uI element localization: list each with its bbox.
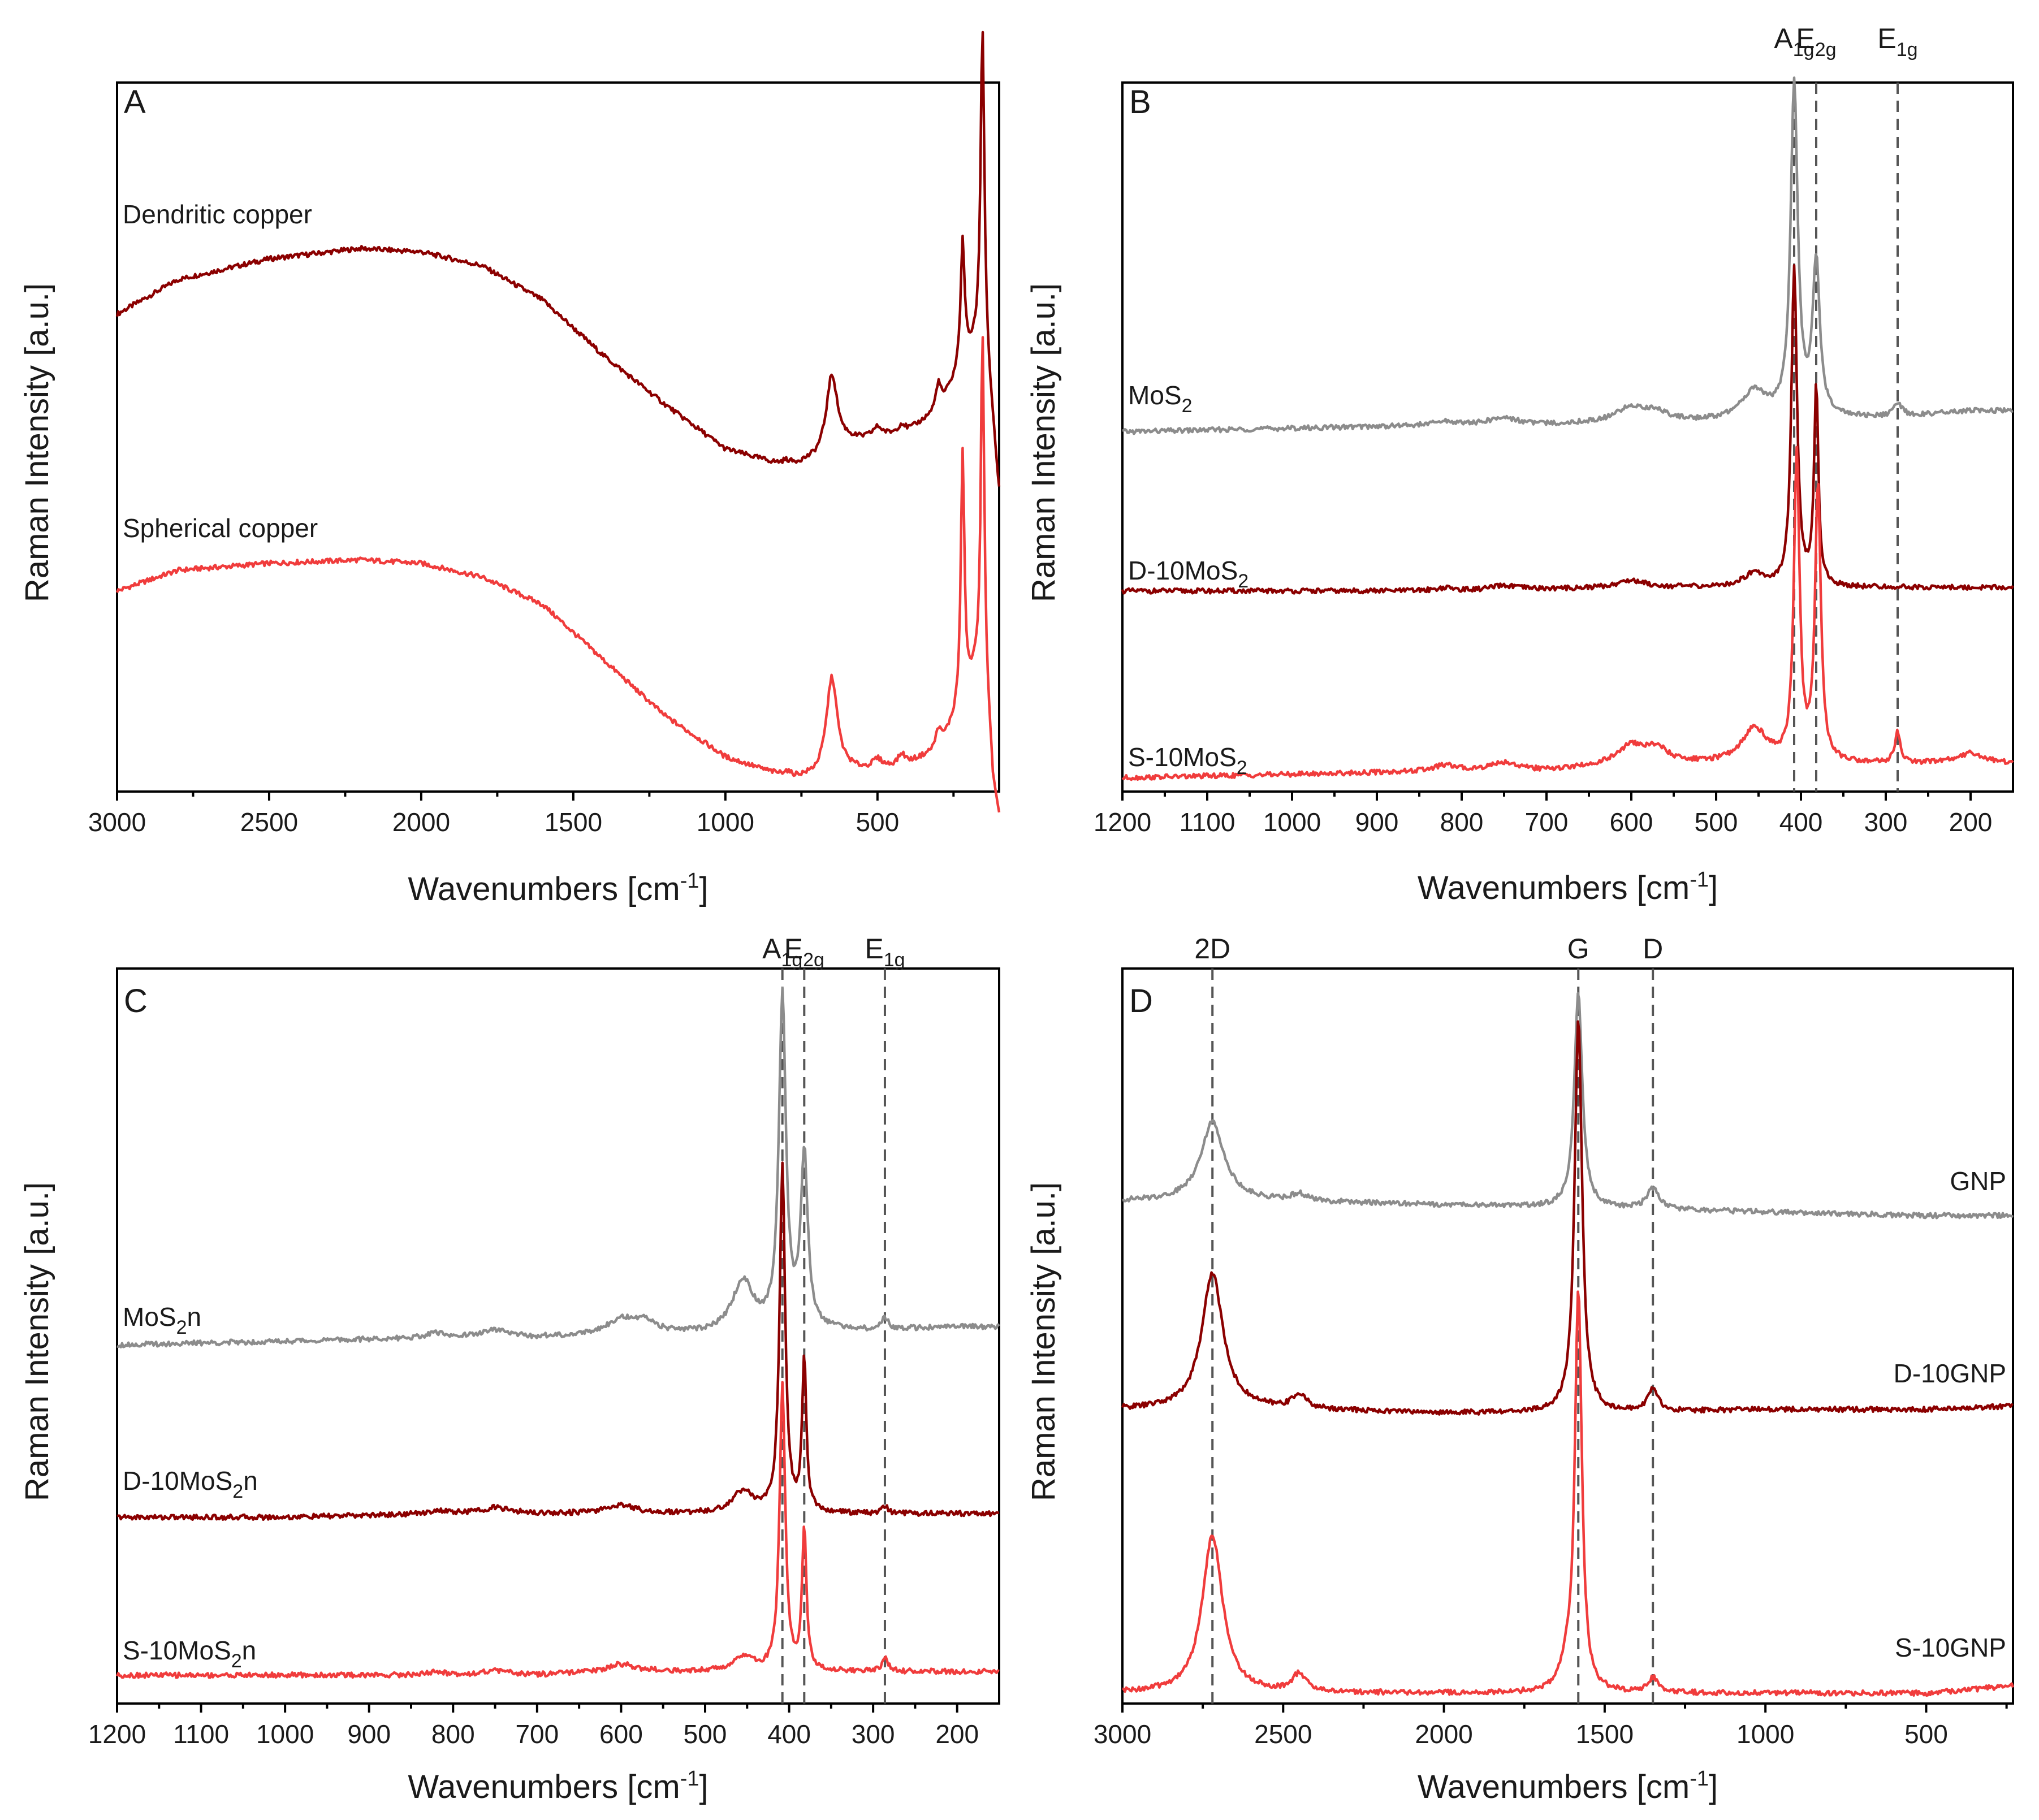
x-tick-label: 1000 — [256, 1719, 314, 1749]
x-axis-title: Wavenumbers [cm-1] — [408, 1767, 708, 1805]
x-tick-label: 800 — [431, 1719, 475, 1749]
series-label: D-10MoS2 — [1128, 556, 1249, 592]
spectrum-s-10gnp — [1122, 1290, 2015, 1697]
panel-c: 1200 1100 1000 900 800 700 600 500 400 300 200 Wave… — [19, 933, 1000, 1805]
x-tick-label: 2000 — [392, 807, 450, 837]
x-tick-label: 3000 — [1094, 1719, 1151, 1749]
spectrum-gnp — [1122, 992, 2014, 1220]
x-tick-label: 2500 — [240, 807, 298, 837]
x-tick-label: 800 — [1440, 807, 1484, 837]
x-tick-label: 300 — [852, 1719, 895, 1749]
peak-label: A1g — [762, 933, 802, 971]
peak-label: E1g — [865, 933, 905, 971]
series-label: D-10MoS2n — [123, 1466, 258, 1502]
x-tick-label: 400 — [1779, 807, 1823, 837]
panel-letter: A — [124, 84, 146, 120]
x-tick-label: 700 — [1525, 807, 1569, 837]
x-tick-label: 500 — [684, 1719, 727, 1749]
series-label: Spherical copper — [123, 513, 318, 543]
series-label: MoS2n — [123, 1302, 201, 1338]
peak-label: D — [1643, 933, 1663, 965]
x-tick-label: 500 — [856, 807, 899, 837]
plot-frame — [116, 967, 1000, 1705]
x-tick-label: 900 — [347, 1719, 391, 1749]
x-tick-label: 200 — [1949, 807, 1993, 837]
x-tick-label: 1000 — [1736, 1719, 1794, 1749]
peak-label: E1g — [1877, 23, 1917, 60]
peak-label: 2D — [1194, 933, 1230, 965]
x-tick-label: 600 — [599, 1719, 643, 1749]
spectrum-mos2 — [1122, 76, 2014, 435]
spectrum-d-10gnp — [1121, 1020, 2014, 1416]
panel-letter: C — [124, 983, 148, 1019]
peak-label: G — [1567, 933, 1589, 965]
x-tick-label: 900 — [1355, 807, 1399, 837]
plot-frame — [116, 81, 1000, 793]
panel-letter: D — [1129, 983, 1153, 1019]
peak-label: A1g — [1774, 23, 1814, 60]
peak-label: E2g — [1796, 23, 1836, 60]
spectrum-s-10mos2n — [115, 1381, 1000, 1679]
x-tick-label: 300 — [1864, 807, 1908, 837]
y-axis-title: Raman Intensity [a.u.] — [19, 283, 55, 602]
spectrum-dendritic-copper — [115, 31, 1001, 487]
x-axis-title: Wavenumbers [cm-1] — [1418, 1767, 1718, 1805]
y-axis-title: Raman Intensity [a.u.] — [1025, 283, 1062, 602]
panel-a: 3000 2500 2000 1500 1000 500 Wavenumbers [cm-1… — [19, 31, 1001, 907]
series-label: S-10MoS2n — [123, 1636, 256, 1672]
x-axis-title: Wavenumbers [cm-1] — [1418, 868, 1718, 906]
series-label: S-10GNP — [1895, 1633, 2006, 1662]
x-tick-label: 1100 — [1180, 807, 1236, 837]
peak-label: E2g — [784, 933, 824, 971]
x-axis-title: Wavenumbers [cm-1] — [408, 869, 708, 907]
panel-b: 1200 1100 1000 900 800 700 600 500 400 300 200 Wave… — [1025, 23, 2014, 906]
x-tick-label: 500 — [1904, 1719, 1948, 1749]
y-axis-title: Raman Intensity [a.u.] — [1025, 1182, 1062, 1501]
x-tick-label: 200 — [935, 1719, 979, 1749]
spectrum-d-10mos2n — [116, 1161, 1000, 1521]
x-tick-label: 1200 — [88, 1719, 146, 1749]
x-tick-label: 500 — [1695, 807, 1738, 837]
x-tick-label: 2500 — [1254, 1719, 1312, 1749]
series-label: MoS2 — [1128, 381, 1193, 417]
spectrum-mos2n — [116, 987, 1000, 1348]
x-tick-label: 3000 — [88, 807, 146, 837]
x-tick-label: 1100 — [173, 1719, 229, 1749]
series-label: D-10GNP — [1894, 1359, 2006, 1388]
spectrum-s-10mos2 — [1121, 446, 2014, 781]
x-tick-label: 2000 — [1415, 1719, 1472, 1749]
series-label: Dendritic copper — [123, 200, 312, 229]
x-tick-label: 700 — [515, 1719, 559, 1749]
x-tick-label: 1500 — [545, 807, 602, 837]
x-tick-label: 1000 — [1263, 807, 1321, 837]
plot-frame — [1121, 81, 2014, 793]
spectrum-d-10mos2 — [1121, 264, 2014, 595]
spectrum-spherical-copper — [115, 336, 1001, 813]
x-tick-label: 600 — [1610, 807, 1653, 837]
x-tick-label: 400 — [767, 1719, 811, 1749]
y-axis-title: Raman Intensity [a.u.] — [19, 1182, 55, 1501]
x-tick-label: 1200 — [1094, 807, 1151, 837]
panel-d: 3000 2500 2000 1500 1000 500 Wavenumbers [cm-1… — [1025, 933, 2015, 1805]
series-label: S-10MoS2 — [1128, 742, 1247, 779]
panel-letter: B — [1129, 84, 1151, 120]
x-tick-label: 1500 — [1576, 1719, 1634, 1749]
x-tick-label: 1000 — [697, 807, 754, 837]
plot-frame — [1121, 967, 2014, 1705]
series-label: GNP — [1950, 1166, 2006, 1196]
